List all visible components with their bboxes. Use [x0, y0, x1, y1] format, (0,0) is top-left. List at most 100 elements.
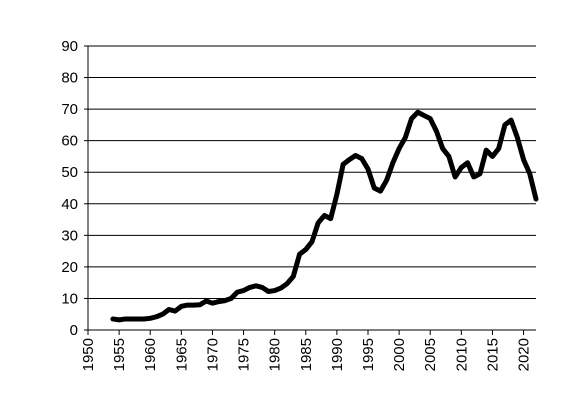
data-point [467, 162, 469, 164]
series-line-0 [110, 109, 539, 323]
x-ticks [87, 330, 525, 335]
data-point [137, 318, 139, 320]
y-tick-label: 50 [61, 164, 78, 181]
series-group [110, 109, 539, 323]
data-point [336, 193, 338, 195]
data-point [379, 190, 381, 192]
y-tick-label: 90 [61, 38, 78, 55]
y-tick-label: 80 [61, 70, 78, 87]
data-point [280, 287, 282, 289]
data-point [529, 173, 531, 175]
data-point [367, 168, 369, 170]
data-point [305, 249, 307, 251]
data-point [442, 148, 444, 150]
x-tick-label: 2005 [422, 338, 439, 371]
x-tick-label: 1970 [204, 338, 221, 371]
x-tick-label: 1980 [267, 338, 284, 371]
x-tick-label: 1965 [173, 338, 190, 371]
data-point [218, 301, 220, 303]
data-point [174, 310, 176, 312]
data-point [479, 173, 481, 175]
data-point [498, 148, 500, 150]
y-tick-label: 0 [70, 322, 78, 339]
data-point [230, 297, 232, 299]
data-point [355, 154, 357, 156]
x-tick-label: 1955 [111, 338, 128, 371]
data-point [168, 308, 170, 310]
data-point [149, 317, 151, 319]
data-point [448, 155, 450, 157]
data-point [193, 304, 195, 306]
data-point [473, 176, 475, 178]
data-point [243, 290, 245, 292]
data-point [392, 162, 394, 164]
x-tick-label: 1960 [142, 338, 159, 371]
data-point [423, 114, 425, 116]
y-tick-label: 60 [61, 133, 78, 150]
x-tick-labels: 1950 1955 1960 1965 1970 1975 1980 1985 1990 1995… [80, 338, 533, 371]
data-point [274, 290, 276, 292]
data-point [510, 119, 512, 121]
x-tick-label: 1975 [236, 338, 253, 371]
data-point [398, 148, 400, 150]
data-point [361, 158, 363, 160]
data-point [535, 198, 537, 200]
x-tick-label: 1985 [298, 338, 315, 371]
data-point [236, 291, 238, 293]
data-point [485, 149, 487, 151]
x-tick-label: 1990 [329, 338, 346, 371]
data-point [118, 319, 120, 321]
data-point [311, 241, 313, 243]
data-point [224, 300, 226, 302]
data-point [124, 318, 126, 320]
data-point [162, 313, 164, 315]
data-point [523, 159, 525, 161]
data-point [417, 111, 419, 113]
data-point [330, 218, 332, 220]
data-point [292, 275, 294, 277]
data-point [348, 159, 350, 161]
data-point [187, 304, 189, 306]
data-point [516, 137, 518, 139]
data-point [491, 155, 493, 157]
data-point [261, 286, 263, 288]
data-point [131, 318, 133, 320]
x-tick-label: 2015 [484, 338, 501, 371]
data-point [386, 179, 388, 181]
y-tick-label: 20 [61, 259, 78, 276]
data-point [286, 283, 288, 285]
data-point [342, 163, 344, 165]
data-point [143, 318, 145, 320]
data-point [299, 253, 301, 255]
y-tick-label: 10 [61, 290, 78, 307]
data-point [211, 302, 213, 304]
data-point [373, 187, 375, 189]
x-tick-label: 1995 [360, 338, 377, 371]
x-tick-label: 2000 [391, 338, 408, 371]
x-tick-label: 1950 [80, 338, 97, 371]
y-tick-label: 40 [61, 196, 78, 213]
data-point [504, 124, 506, 126]
data-point [249, 286, 251, 288]
data-point [180, 305, 182, 307]
y-tick-label: 30 [61, 227, 78, 244]
data-point [411, 118, 413, 120]
data-point [429, 118, 431, 120]
data-point [255, 285, 257, 287]
data-point [155, 316, 157, 318]
y-tick-labels: 0 10 20 30 40 50 60 70 80 90 [61, 38, 78, 339]
gridlines [84, 45, 536, 331]
x-tick-label: 2010 [453, 338, 470, 371]
data-point [460, 166, 462, 168]
data-point [323, 214, 325, 216]
data-point [205, 300, 207, 302]
data-point [112, 318, 114, 320]
data-point [199, 304, 201, 306]
data-point [435, 130, 437, 132]
data-point [317, 222, 319, 224]
x-tick-label: 2020 [516, 338, 533, 371]
data-point [404, 137, 406, 139]
data-point [267, 291, 269, 293]
data-point [454, 176, 456, 178]
